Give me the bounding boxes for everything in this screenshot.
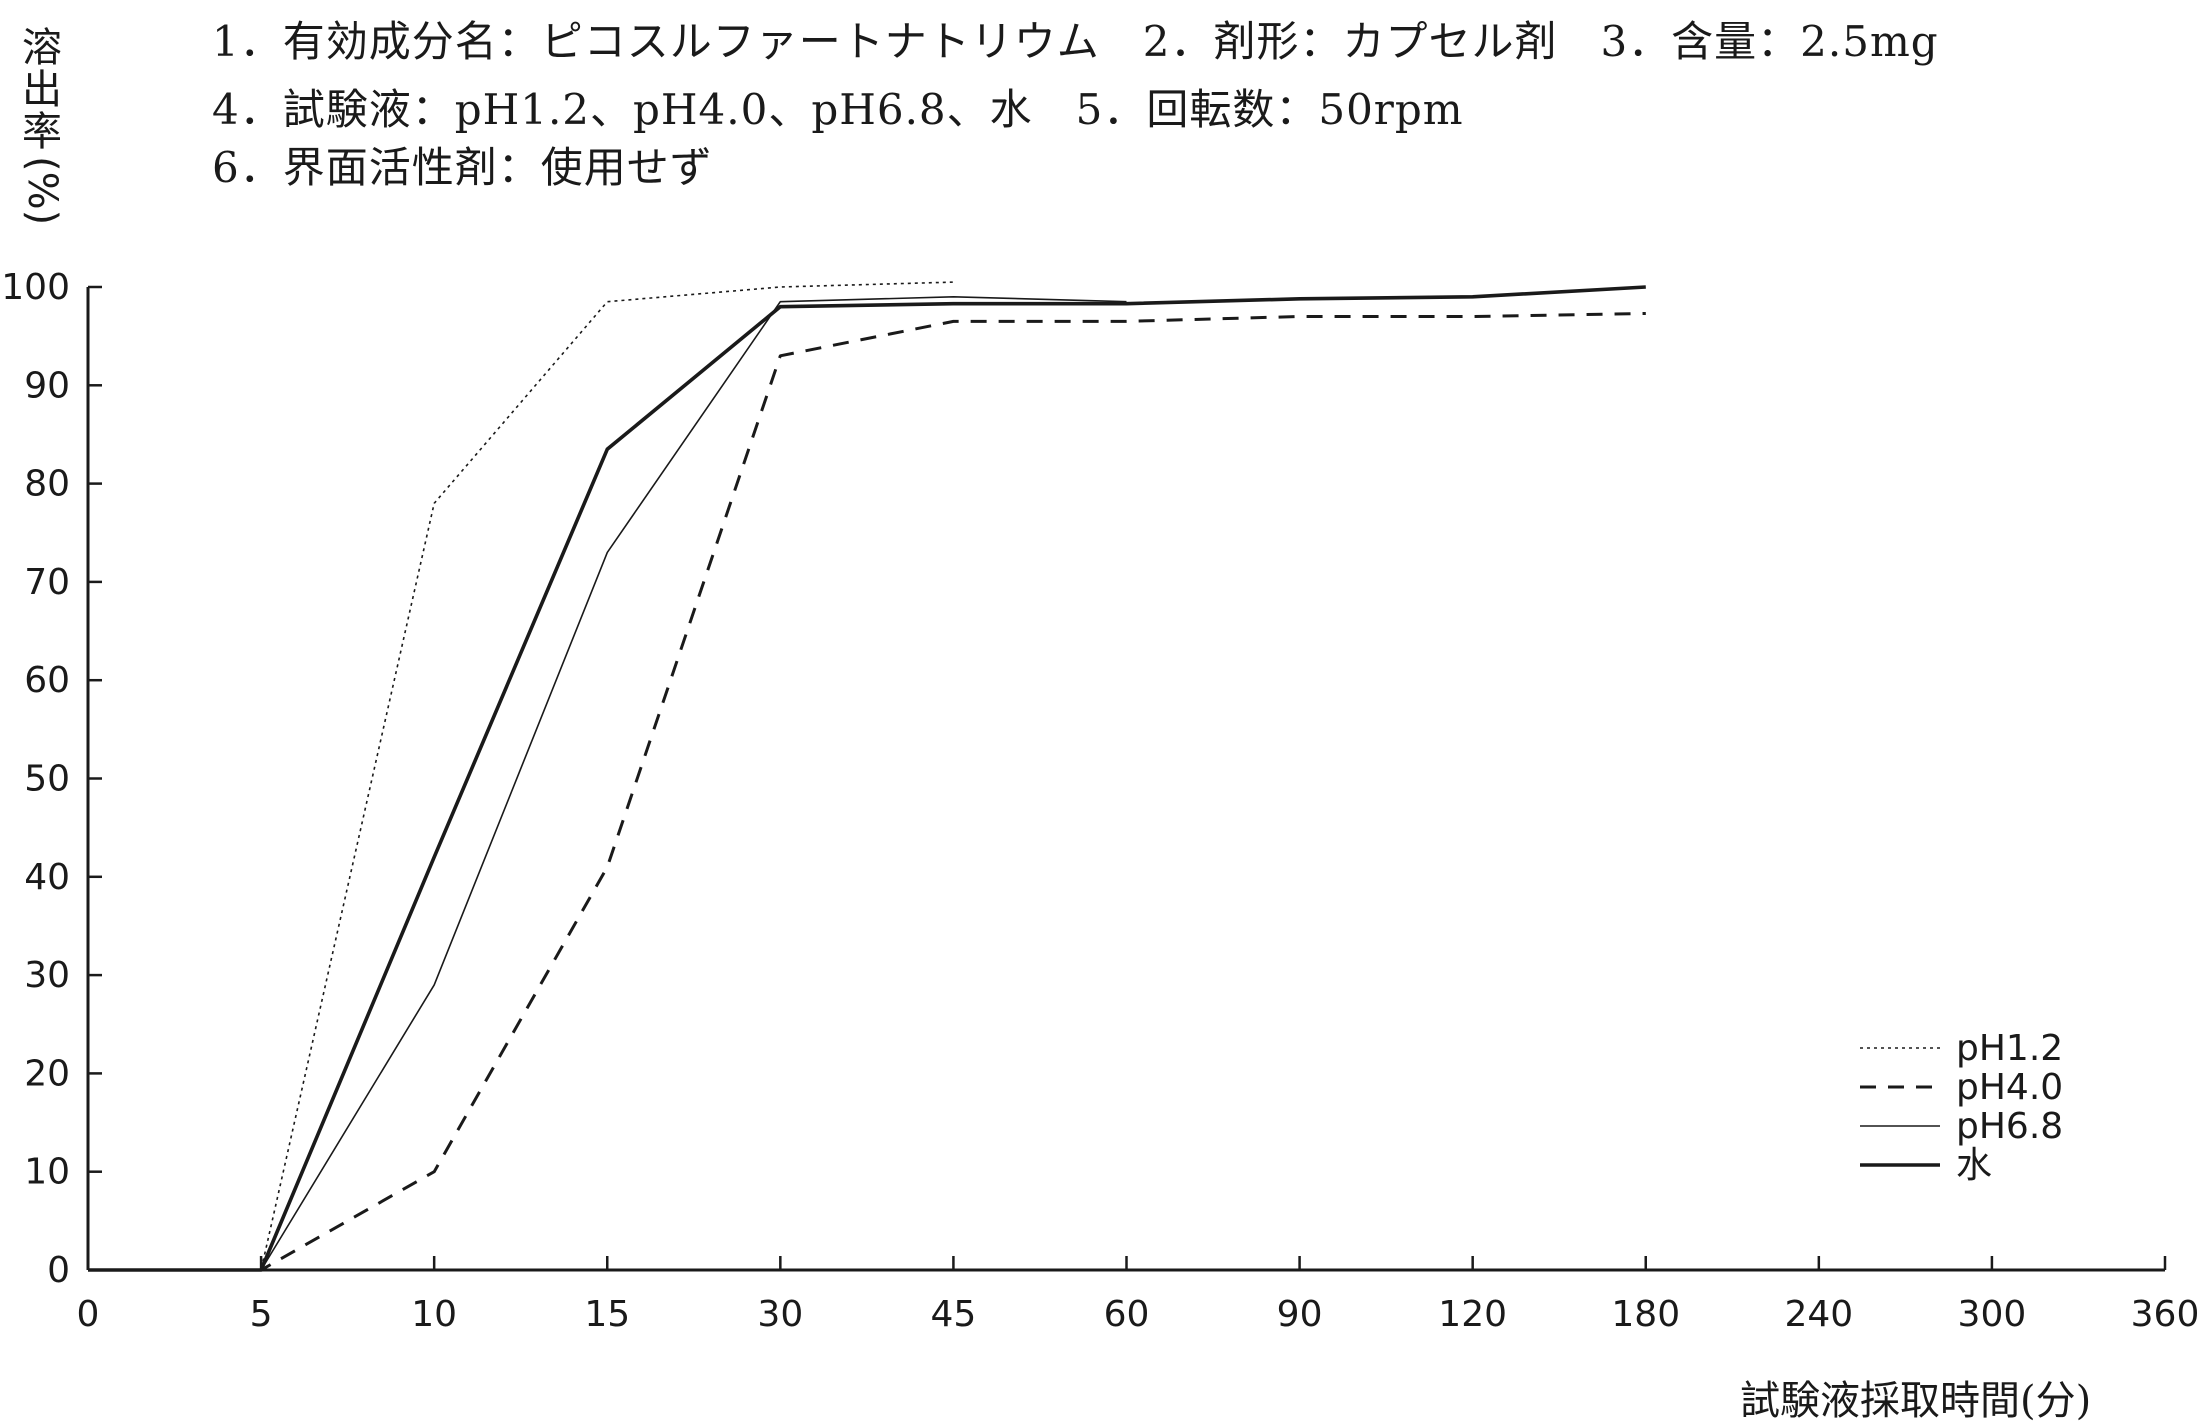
y-tick-label: 100 xyxy=(1,267,70,308)
series-line-2 xyxy=(88,312,1646,1272)
x-tick-label: 90 xyxy=(1277,1294,1323,1335)
x-tick-label: 0 xyxy=(77,1294,100,1335)
y-tick-label: 80 xyxy=(24,464,70,505)
x-tick-label: 10 xyxy=(411,1294,457,1335)
header-line-1: 1．有効成分名：ピコスルファートナトリウム 2．剤形：カプセル剤 3．含量：2.… xyxy=(212,17,1939,66)
legend-label-4: 水 xyxy=(1956,1145,1992,1186)
x-tick-label: 360 xyxy=(2131,1294,2200,1335)
y-tick-label: 30 xyxy=(24,955,70,996)
x-tick-label: 15 xyxy=(584,1294,630,1335)
x-tick-label: 30 xyxy=(757,1294,803,1335)
y-tick-label: 40 xyxy=(24,857,70,898)
y-tick-label: 50 xyxy=(24,759,70,800)
x-tick-label: 180 xyxy=(1611,1294,1680,1335)
series-line-1 xyxy=(88,281,954,1271)
y-axis-label-char-4: (%) xyxy=(19,156,65,226)
header-line-2: 4．試験液：pH1.2、pH4.0、pH6.8、水 5．回転数：50rpm xyxy=(212,85,1464,134)
y-axis-label-char-1: 溶 xyxy=(22,25,62,71)
header-line-3: 6．界面活性剤：使用せず xyxy=(212,143,713,192)
legend-label-2: pH4.0 xyxy=(1956,1067,2063,1108)
series-line-4 xyxy=(88,285,1646,1272)
legend-label-1: pH1.2 xyxy=(1956,1028,2063,1069)
y-tick-label: 20 xyxy=(24,1053,70,1094)
x-tick-label: 120 xyxy=(1438,1294,1507,1335)
y-tick-label: 90 xyxy=(24,365,70,406)
x-tick-label: 300 xyxy=(1958,1294,2027,1335)
x-tick-label: 45 xyxy=(931,1294,977,1335)
y-tick-label: 60 xyxy=(24,660,70,701)
x-tick-label: 240 xyxy=(1784,1294,1853,1335)
y-tick-label: 0 xyxy=(47,1250,70,1291)
y-axis-label-char-2: 出 xyxy=(22,67,62,113)
y-tick-label: 10 xyxy=(24,1152,70,1193)
legend-label-3: pH6.8 xyxy=(1956,1106,2063,1147)
series-line-3 xyxy=(88,295,1127,1271)
y-tick-label: 70 xyxy=(24,562,70,603)
x-tick-label: 5 xyxy=(250,1294,273,1335)
x-axis-label: 試験液採取時間(分) xyxy=(1740,1378,2092,1424)
y-axis-label-char-3: 率 xyxy=(22,109,62,155)
x-tick-label: 60 xyxy=(1104,1294,1150,1335)
